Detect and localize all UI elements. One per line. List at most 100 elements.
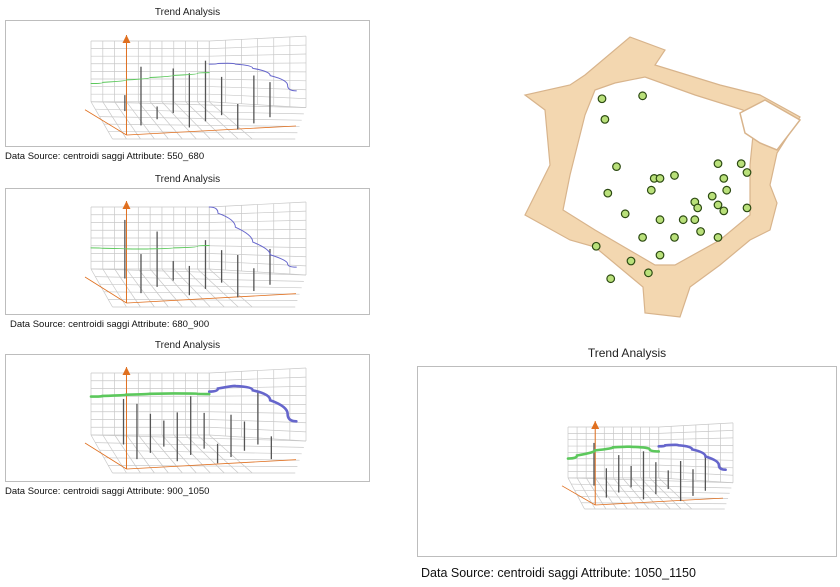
survey-point <box>603 188 613 198</box>
survey-point <box>638 91 647 101</box>
survey-point <box>696 227 706 236</box>
survey-points <box>591 91 752 284</box>
survey-point <box>620 209 630 219</box>
chart-3-gridline <box>209 376 307 382</box>
chart-4-gridline <box>631 477 660 510</box>
survey-point <box>626 256 636 266</box>
chart-1-gridline <box>99 116 302 121</box>
trend-chart-2-plot <box>84 201 307 308</box>
chart-4-grid <box>567 422 734 510</box>
chart-2-gridline <box>209 237 307 239</box>
chart-1-x-axis <box>84 109 127 136</box>
chart-3-x-axis <box>84 442 127 470</box>
chart-caption-4: Data Source: centroidi saggi Attribute: … <box>421 566 696 580</box>
fortress-plan-map <box>523 36 802 318</box>
chart-3-gridline <box>103 457 300 461</box>
chart-3-gridline <box>108 465 298 467</box>
chart-2-gridline <box>149 268 183 308</box>
survey-point <box>713 200 723 210</box>
chart-1-trend-line-green <box>90 72 210 85</box>
chart-3-gridline <box>126 434 155 474</box>
chart-2-gridline <box>114 268 141 308</box>
survey-point <box>742 203 752 213</box>
chart-1-gridline <box>173 101 211 140</box>
survey-point <box>690 215 700 225</box>
chart-4-gridline <box>658 437 734 441</box>
chart-1-gridline <box>149 101 183 140</box>
survey-point <box>736 159 746 169</box>
chart-3-gridline <box>185 434 225 474</box>
survey-point <box>693 203 703 213</box>
chart-2-gridline <box>209 268 253 308</box>
chart-4-gridline <box>581 502 727 505</box>
survey-point <box>612 162 621 172</box>
survey-point <box>707 191 717 201</box>
chart-4-gridline <box>613 477 639 510</box>
trend-chart-1 <box>5 20 370 147</box>
chart-4-gridline <box>576 477 596 510</box>
chart-3-gridline <box>90 434 113 474</box>
survey-point <box>655 215 665 225</box>
chart-1-gridline <box>209 35 307 42</box>
chart-2-trend-line-blue <box>208 206 297 268</box>
chart-4-gridline <box>577 496 729 499</box>
chart-1-gridline <box>95 108 304 115</box>
chart-4-gridline <box>658 458 734 461</box>
chart-4-z-axis-arrow <box>591 421 600 429</box>
trend-chart-4 <box>417 366 837 557</box>
chart-2-trend-line-green <box>90 244 210 250</box>
chart-4-gridline <box>567 477 585 510</box>
chart-3-z-axis-arrow <box>122 367 131 375</box>
chart-1-gridline <box>161 101 197 140</box>
chart-2-y-axis <box>126 293 297 304</box>
chart-4-gridline <box>658 471 734 476</box>
chart-2-gridline <box>102 268 127 308</box>
survey-point <box>713 232 723 242</box>
chart-caption-3: Data Source: centroidi saggi Attribute: … <box>5 486 210 497</box>
survey-point <box>597 94 607 104</box>
chart-title-4: Trend Analysis <box>587 346 667 360</box>
chart-title-1: Trend Analysis <box>154 7 221 18</box>
chart-1-grid <box>90 35 307 140</box>
survey-point <box>655 173 665 183</box>
survey-point <box>678 215 688 225</box>
chart-3-y-axis <box>126 459 297 470</box>
chart-3-gridline <box>149 434 183 474</box>
chart-1-gridline <box>209 53 307 57</box>
chart-2-gridline <box>161 268 197 308</box>
chart-4-trend-line-green <box>566 445 661 460</box>
chart-1-y-axis <box>126 125 297 136</box>
chart-2-gridline <box>209 210 307 216</box>
chart-2-gridline <box>90 268 113 308</box>
survey-point <box>722 185 732 195</box>
chart-3-gridline <box>99 449 302 455</box>
chart-caption-1: Data Source: centroidi saggi Attribute: … <box>5 151 205 162</box>
chart-4-gridline <box>585 477 607 510</box>
chart-1-gridline <box>209 44 307 49</box>
survey-point <box>591 241 601 251</box>
chart-3-trend-line-green <box>89 392 211 398</box>
chart-2-gridline <box>209 229 307 231</box>
chart-1-z-axis-arrow <box>122 35 131 43</box>
chart-3-gridline <box>95 442 304 448</box>
chart-1-gridline <box>209 78 307 82</box>
chart-caption-2: Data Source: centroidi saggi Attribute: … <box>10 319 210 330</box>
chart-4-x-axis <box>561 485 596 506</box>
trend-chart-2 <box>5 188 370 315</box>
chart-2-gridline <box>99 283 302 289</box>
chart-1-gridline <box>108 131 298 134</box>
survey-point <box>719 206 729 216</box>
chart-2-gridline <box>209 268 307 276</box>
chart-3-gridline <box>114 434 141 474</box>
trend-chart-1-plot <box>84 35 307 140</box>
chart-3-gridline <box>161 434 197 474</box>
fortress-plan-shape <box>523 36 801 318</box>
chart-2-gridline <box>209 201 307 208</box>
chart-2-grid <box>90 201 307 308</box>
survey-point <box>713 159 723 169</box>
chart-1-gridline <box>209 101 253 140</box>
survey-point <box>638 232 647 242</box>
chart-4-gridline <box>571 483 732 489</box>
chart-3-gridline <box>209 367 307 374</box>
chart-2-gridline <box>103 291 300 295</box>
